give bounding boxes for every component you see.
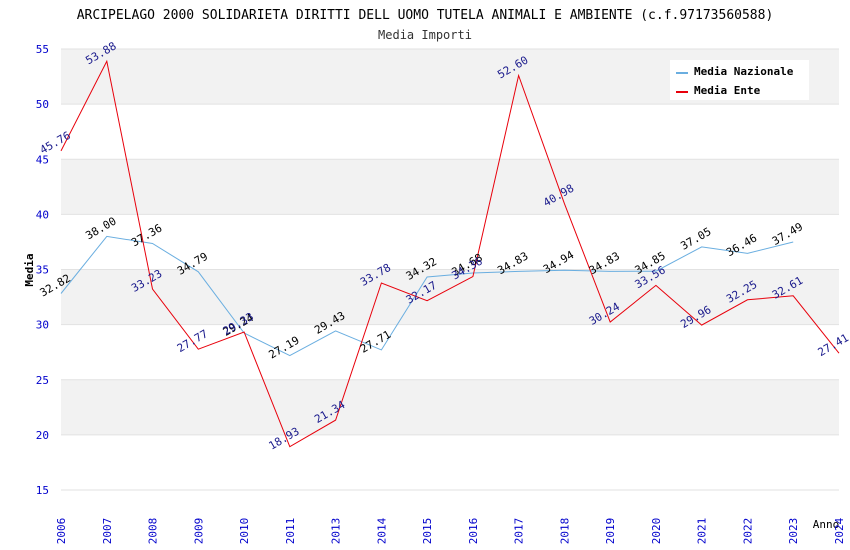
band-15 [61,434,839,490]
y-tick-label: 20 [36,429,49,442]
x-tick-label: 2008 [147,518,160,545]
y-tick-label: 30 [36,319,49,332]
x-tick-label: 2019 [604,518,617,545]
legend-box [670,60,809,100]
x-tick-label: 2024 [833,517,846,544]
y-tick-label: 35 [36,264,49,277]
y-tick-label: 15 [36,484,49,497]
legend-label-media-ente: Media Ente [694,84,761,97]
y-tick-label: 55 [36,43,49,56]
y-axis-ticks: 15 20 25 30 35 40 45 50 55 [36,43,49,497]
x-tick-label: 2018 [558,518,571,545]
grid-lines [61,48,839,491]
x-tick-label: 2009 [192,518,205,545]
y-axis-label: Media [23,253,36,286]
series-line-media-ente [60,59,840,448]
x-tick-label: 2006 [55,518,68,545]
band-20 [61,379,839,435]
y-tick-label: 45 [36,153,49,166]
band-30 [61,269,839,325]
series-lines [60,59,840,448]
x-axis-ticks: 2006 2007 2008 2009 2010 2011 2013 2014 2015 2016… [55,517,846,544]
plot-background [61,49,839,490]
x-tick-label: 2014 [375,517,388,544]
band-25 [61,324,839,380]
series-line-media-nazionale [60,235,794,357]
band-40 [61,159,839,215]
legend: Media Nazionale Media Ente [670,60,809,100]
x-tick-label: 2013 [330,518,343,545]
x-tick-label: 2020 [650,518,663,545]
x-tick-label: 2015 [421,518,434,545]
y-tick-label: 25 [36,374,49,387]
x-tick-label: 2016 [467,518,480,545]
band-35 [61,214,839,270]
x-axis-label: Anno [813,518,840,531]
legend-label-media-nazionale: Media Nazionale [694,65,794,78]
x-tick-label: 2022 [741,518,754,545]
y-tick-label: 50 [36,98,49,111]
x-tick-label: 2023 [787,518,800,545]
y-tick-label: 40 [36,208,49,221]
chart-title: ARCIPELAGO 2000 SOLIDARIETA DIRITTI DELL… [77,8,774,23]
x-tick-label: 2011 [284,518,297,545]
x-tick-label: 2007 [101,518,114,545]
chart-subtitle: Media Importi [378,28,472,42]
x-tick-label: 2010 [238,518,251,545]
x-tick-label: 2021 [696,518,709,545]
x-tick-label: 2017 [513,518,526,545]
band-45 [61,104,839,160]
